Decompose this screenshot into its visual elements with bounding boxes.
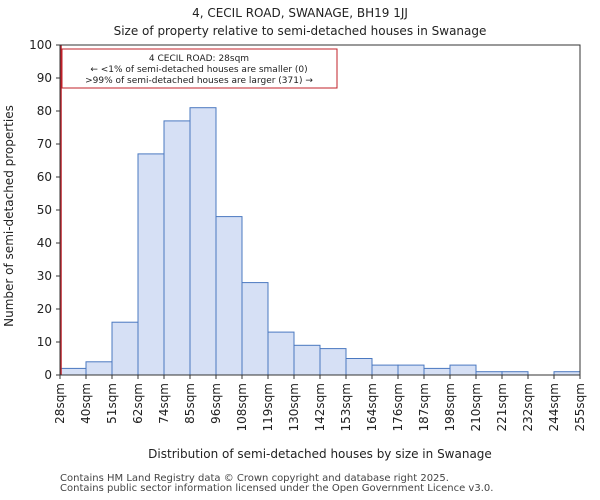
x-tick-label-108sqm: 108sqm [235, 383, 249, 431]
chart-subtitle: Size of property relative to semi-detach… [114, 24, 487, 38]
annotation-box: 4 CECIL ROAD: 28sqm ← <1% of semi-detach… [61, 48, 338, 89]
x-tick-label-198sqm: 198sqm [443, 383, 457, 431]
x-tick-label-28sqm: 28sqm [53, 383, 67, 424]
y-tick-label: 20 [37, 302, 52, 316]
annotation-line-2: ← <1% of semi-detached houses are smalle… [90, 65, 307, 75]
y-tick-label: 90 [37, 71, 52, 85]
x-tick-label-232sqm: 232sqm [521, 383, 535, 431]
annotation-line-3: >99% of semi-detached houses are larger … [85, 76, 313, 86]
y-tick-label: 30 [37, 269, 52, 283]
annotation-line-1: 4 CECIL ROAD: 28sqm [149, 54, 249, 64]
x-tick-label-40sqm: 40sqm [79, 383, 93, 424]
bar-108sqm [241, 282, 269, 376]
x-tick-label-74sqm: 74sqm [157, 383, 171, 424]
x-tick-label-164sqm: 164sqm [365, 383, 379, 431]
x-tick-label-62sqm: 62sqm [131, 383, 145, 424]
y-tick-label: 50 [37, 203, 52, 217]
y-axis: 0 10 20 30 40 50 60 70 80 90 100 [29, 38, 60, 382]
y-tick-label: 80 [37, 104, 52, 118]
bar-176sqm [397, 364, 425, 376]
bar-96sqm [215, 216, 243, 376]
x-tick-label-187sqm: 187sqm [417, 383, 431, 431]
bar-142sqm [319, 348, 347, 376]
y-tick-label: 10 [37, 335, 52, 349]
bar-28sqm [59, 367, 87, 376]
bar-187sqm [423, 367, 451, 376]
y-tick-label: 70 [37, 137, 52, 151]
bar-85sqm [189, 107, 217, 376]
x-tick-label-85sqm: 85sqm [183, 383, 197, 424]
x-tick-label-130sqm: 130sqm [287, 383, 301, 431]
bar-153sqm [345, 358, 373, 376]
bar-74sqm [163, 120, 191, 376]
x-tick-label-210sqm: 210sqm [469, 383, 483, 431]
bar-119sqm [267, 331, 295, 376]
y-tick-label: 60 [37, 170, 52, 184]
bar-164sqm [371, 364, 399, 376]
x-tick-label-244sqm: 244sqm [547, 383, 561, 431]
bars-group [59, 107, 581, 376]
x-axis: 28sqm 40sqm 51sqm 62sqm 74sqm 85sqm 96sqm 108sq… [53, 375, 587, 431]
x-axis-label: Distribution of semi-detached houses by … [148, 447, 492, 461]
x-tick-label-119sqm: 119sqm [261, 383, 275, 431]
bar-130sqm [293, 344, 321, 376]
x-tick-label-51sqm: 51sqm [105, 383, 119, 424]
x-tick-label-142sqm: 142sqm [313, 383, 327, 431]
x-tick-label-255sqm: 255sqm [573, 383, 587, 431]
chart-title: 4, CECIL ROAD, SWANAGE, BH19 1JJ [192, 6, 408, 20]
x-tick-label-176sqm: 176sqm [391, 383, 405, 431]
bar-198sqm [449, 364, 477, 376]
x-tick-label-221sqm: 221sqm [495, 383, 509, 431]
bar-51sqm [111, 321, 139, 376]
bar-62sqm [137, 153, 165, 376]
annotation-frame [61, 48, 338, 89]
footer-copyright: Contains HM Land Registry data © Crown c… [60, 473, 449, 484]
footer-licence: Contains public sector information licen… [60, 483, 494, 494]
y-tick-label: 0 [44, 368, 52, 382]
x-tick-label-153sqm: 153sqm [339, 383, 353, 431]
y-tick-label: 40 [37, 236, 52, 250]
y-tick-label: 100 [29, 38, 52, 52]
x-tick-label-96sqm: 96sqm [209, 383, 223, 424]
bar-40sqm [85, 361, 113, 376]
y-axis-label: Number of semi-detached properties [2, 105, 16, 327]
